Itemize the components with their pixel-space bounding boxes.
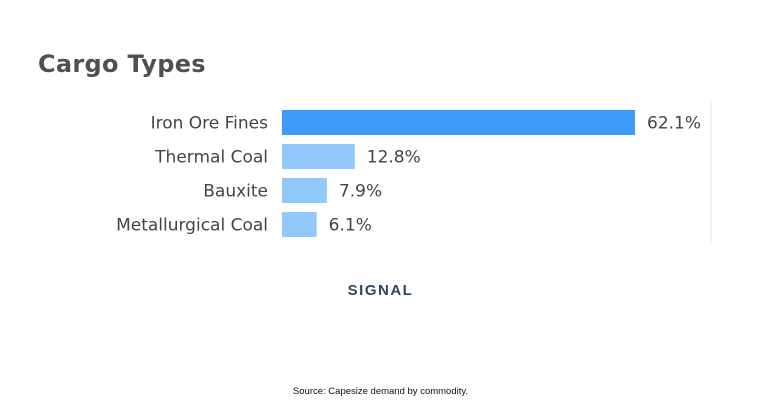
- bar[interactable]: [282, 212, 317, 237]
- bar[interactable]: [282, 144, 355, 169]
- data-label: 7.9%: [339, 182, 382, 202]
- signal-logo: SIGNAL: [347, 282, 414, 299]
- data-label: 12.8%: [367, 148, 421, 168]
- chart-title: Cargo Types: [38, 50, 206, 78]
- category-label: Metallurgical Coal: [116, 216, 268, 236]
- category-label: Iron Ore Fines: [151, 114, 269, 134]
- bar[interactable]: [282, 110, 635, 135]
- category-label: Bauxite: [203, 182, 268, 202]
- source-note: Source: Capesize demand by commodity.: [292, 386, 469, 397]
- category-label: Thermal Coal: [154, 148, 268, 168]
- data-label: 6.1%: [329, 216, 372, 236]
- data-label: 62.1%: [647, 114, 701, 134]
- bar[interactable]: [282, 178, 327, 203]
